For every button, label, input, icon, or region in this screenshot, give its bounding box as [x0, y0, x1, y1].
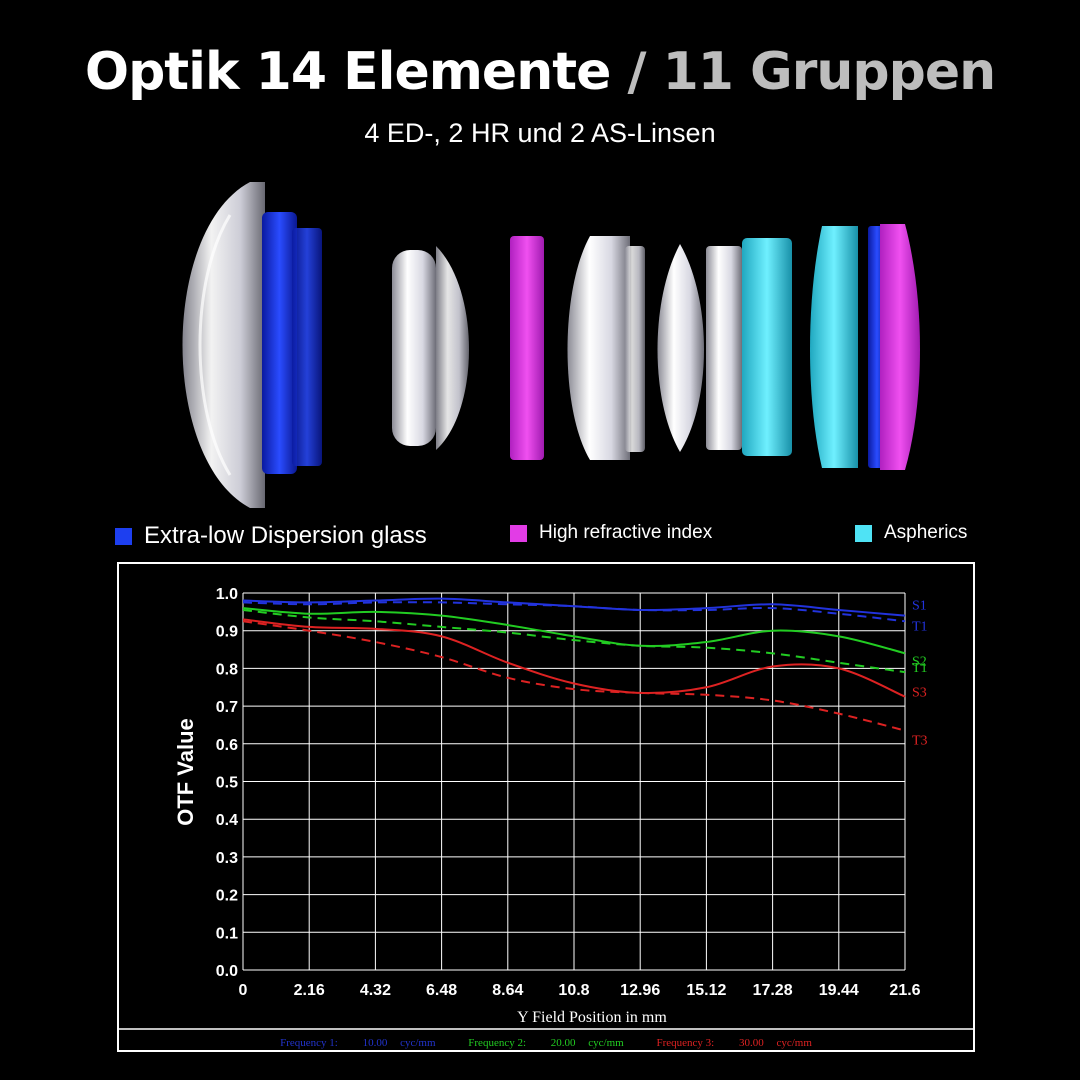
legend-as: Aspherics	[855, 522, 967, 544]
series-line-3-t1	[242, 608, 906, 674]
series-label-0: S1	[912, 599, 927, 614]
legend-as-swatch	[855, 524, 872, 542]
series-label-3: T1	[912, 661, 928, 676]
y-tick-8: 0.8	[216, 661, 238, 678]
series-line-2-s2	[242, 607, 906, 655]
series-line-4-s3	[242, 618, 906, 698]
freq-3-label: Frequency 3:	[656, 1037, 714, 1049]
x-tick-8: 17.28	[753, 982, 793, 999]
frequency-row: Frequency 1: 10.00 cyc/mm Frequency 2: 2…	[280, 1037, 812, 1049]
x-tick-6: 12.96	[620, 982, 660, 999]
lens-group-4	[657, 244, 742, 452]
x-tick-4: 8.64	[492, 982, 523, 999]
x-tick-2: 4.32	[360, 982, 391, 999]
page-title: Optik 14 Elemente / 11 Gruppen	[0, 42, 1080, 102]
x-axis-label: Y Field Position in mm	[517, 1009, 667, 1026]
legend-hr-label: High refractive index	[539, 522, 713, 543]
freq-1-unit: cyc/mm	[400, 1037, 436, 1049]
series-line-5-t3	[242, 620, 906, 732]
legend-ed-swatch	[115, 527, 132, 545]
x-tick-1: 2.16	[294, 982, 325, 999]
freq-2-value: 20.00	[551, 1037, 576, 1049]
lens-diagram	[182, 182, 920, 508]
lens-group-2	[392, 246, 469, 450]
y-tick-10: 1.0	[216, 586, 238, 603]
legend-ed: Extra-low Dispersion glass	[115, 522, 427, 550]
x-tick-10: 21.6	[889, 982, 920, 999]
freq-1-value: 10.00	[363, 1037, 388, 1049]
lens-as-2	[810, 226, 858, 468]
series-label-2: S2	[912, 654, 927, 669]
freq-3-unit: cyc/mm	[776, 1037, 812, 1049]
legend-ed-label: Extra-low Dispersion glass	[144, 522, 427, 549]
y-tick-6: 0.6	[216, 737, 238, 754]
title-groups: 11 Gruppen	[662, 42, 997, 102]
x-tick-9: 19.44	[819, 982, 859, 999]
y-tick-3: 0.3	[216, 850, 238, 867]
lens-as-1	[742, 238, 792, 456]
y-tick-7: 0.7	[216, 699, 238, 716]
lens-group-rear	[868, 224, 920, 470]
y-tick-4: 0.4	[216, 812, 238, 829]
y-tick-5: 0.5	[216, 775, 238, 792]
x-tick-7: 15.12	[686, 982, 726, 999]
x-tick-labels: 0 2.16 4.32 6.48 8.64 10.8 12.96 15.12 17.28 19.4…	[239, 982, 921, 999]
x-tick-3: 6.48	[426, 982, 457, 999]
lens-group-3	[567, 236, 645, 460]
series-line-1-t1	[242, 601, 906, 623]
freq-2-unit: cyc/mm	[588, 1037, 624, 1049]
freq-2-label: Frequency 2:	[468, 1037, 526, 1049]
freq-1-label: Frequency 1:	[280, 1037, 338, 1049]
y-tick-labels: 0.0 0.1 0.2 0.3 0.4 0.5 0.6 0.7 0.8 0.9 1.0	[216, 586, 238, 980]
y-tick-2: 0.2	[216, 888, 238, 905]
legend-hr: High refractive index	[510, 522, 712, 544]
y-axis-label: OTF Value	[173, 718, 198, 826]
x-tick-5: 10.8	[558, 982, 589, 999]
legend-hr-swatch	[510, 524, 527, 542]
lens-hr-1	[510, 236, 544, 460]
legend-as-label: Aspherics	[884, 522, 968, 543]
x-tick-0: 0	[239, 982, 248, 999]
series-label-1: T1	[912, 619, 928, 634]
page-subtitle: 4 ED-, 2 HR und 2 AS-Linsen	[364, 118, 716, 148]
title-elements: Optik 14 Elemente	[84, 42, 611, 102]
series-label-5: T3	[912, 734, 928, 749]
chart-grid	[242, 592, 906, 971]
chart-frame	[117, 562, 975, 1052]
y-tick-1: 0.1	[216, 925, 238, 942]
lens-group-front	[182, 182, 322, 508]
chart-series	[242, 597, 906, 732]
title-separator: /	[627, 42, 646, 102]
series-label-4: S3	[912, 686, 927, 701]
freq-3-value: 30.00	[739, 1037, 764, 1049]
y-tick-0: 0.0	[216, 963, 238, 980]
y-tick-9: 0.9	[216, 624, 238, 641]
